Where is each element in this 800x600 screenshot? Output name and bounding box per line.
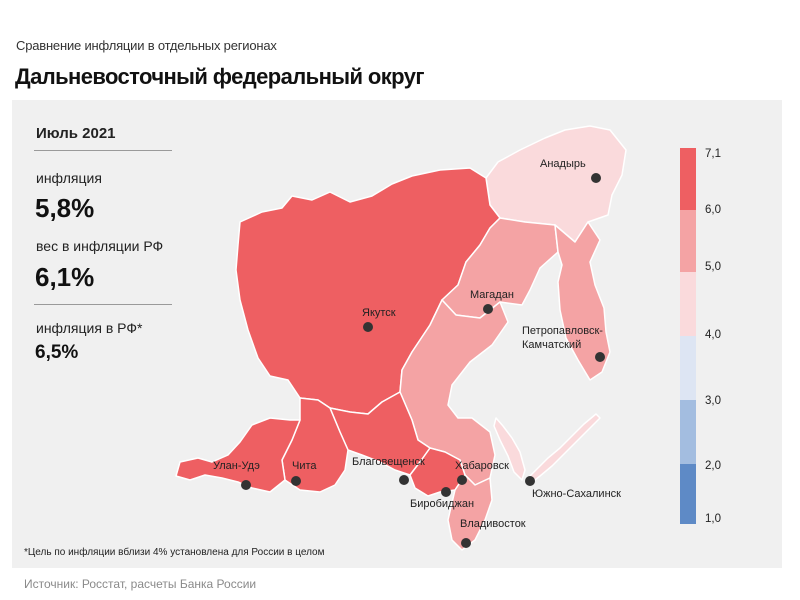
city-label-vladivostok: Владивосток xyxy=(460,518,526,530)
scale-band-1 xyxy=(680,148,696,210)
city-label-blagoveshchensk: Благовещенск xyxy=(352,456,425,468)
city-label-petropavlovsk-2: Камчатский xyxy=(522,339,581,351)
inflation-value: 5,8% xyxy=(35,193,95,223)
city-marker-chita[interactable] xyxy=(291,476,301,486)
scale-band-2 xyxy=(680,210,696,272)
city-label-khabarovsk: Хабаровск xyxy=(455,460,509,472)
scale-tick-label: 2,0 xyxy=(705,460,721,472)
region-kamchatka xyxy=(554,221,611,381)
region-buryatia xyxy=(175,417,301,493)
region-primorye xyxy=(447,474,493,551)
city-marker-birobidzhan[interactable] xyxy=(441,487,451,497)
region-kuril xyxy=(527,413,601,485)
city-marker-vladivostok[interactable] xyxy=(461,538,471,548)
scale-tick-label: 5,0 xyxy=(705,261,721,273)
scale-tick-label: 4,0 xyxy=(705,329,721,341)
scale-tick-label: 7,1 xyxy=(705,148,721,160)
city-label-magadan: Магадан xyxy=(470,289,514,301)
city-label-anadyr: Анадырь xyxy=(540,158,586,170)
city-label-chita: Чита xyxy=(292,460,317,472)
scale-band-6 xyxy=(680,464,696,524)
city-label-ulan-ude: Улан-Удэ xyxy=(213,460,260,472)
divider xyxy=(34,304,172,305)
city-label-petropavlovsk-1: Петропавловск- xyxy=(522,325,603,337)
city-marker-petropavlovsk[interactable] xyxy=(595,352,605,362)
rf-inflation-label: инфляция в РФ* xyxy=(36,320,143,336)
region-magadan xyxy=(441,217,559,319)
city-marker-yakutsk[interactable] xyxy=(363,322,373,332)
inflation-label: инфляция xyxy=(36,170,102,186)
period-label: Июль 2021 xyxy=(36,125,116,142)
city-label-yuzhno-sakhalinsk: Южно-Сахалинск xyxy=(532,488,621,500)
city-label-yakutsk: Якутск xyxy=(362,307,396,319)
city-marker-yuzhno-sakhalinsk[interactable] xyxy=(525,476,535,486)
city-marker-blagoveshchensk[interactable] xyxy=(399,475,409,485)
region-sakhalin xyxy=(493,417,526,481)
chart-title: Дальневосточный федеральный округ xyxy=(15,64,424,89)
chart-subtitle: Сравнение инфляции в отдельных регионах xyxy=(16,38,277,53)
divider xyxy=(34,150,172,151)
weight-value: 6,1% xyxy=(35,262,95,292)
city-marker-ulan-ude[interactable] xyxy=(241,480,251,490)
city-label-birobidzhan: Биробиджан xyxy=(410,498,474,510)
city-marker-khabarovsk[interactable] xyxy=(457,475,467,485)
city-marker-magadan[interactable] xyxy=(483,304,493,314)
rf-inflation-value: 6,5% xyxy=(35,342,79,363)
scale-tick-label: 3,0 xyxy=(705,395,721,407)
scale-band-3 xyxy=(680,272,696,336)
color-scale xyxy=(680,148,696,524)
city-markers xyxy=(241,173,605,548)
footnote: *Цель по инфляции вблизи 4% установлена … xyxy=(24,547,325,558)
scale-tick-label: 1,0 xyxy=(705,513,721,525)
scale-band-5 xyxy=(680,400,696,464)
scale-tick-label: 6,0 xyxy=(705,204,721,216)
city-marker-anadyr[interactable] xyxy=(591,173,601,183)
weight-label: вес в инфляции РФ xyxy=(36,238,164,254)
scale-band-4 xyxy=(680,336,696,400)
source-note: Источник: Росстат, расчеты Банка России xyxy=(24,577,257,591)
